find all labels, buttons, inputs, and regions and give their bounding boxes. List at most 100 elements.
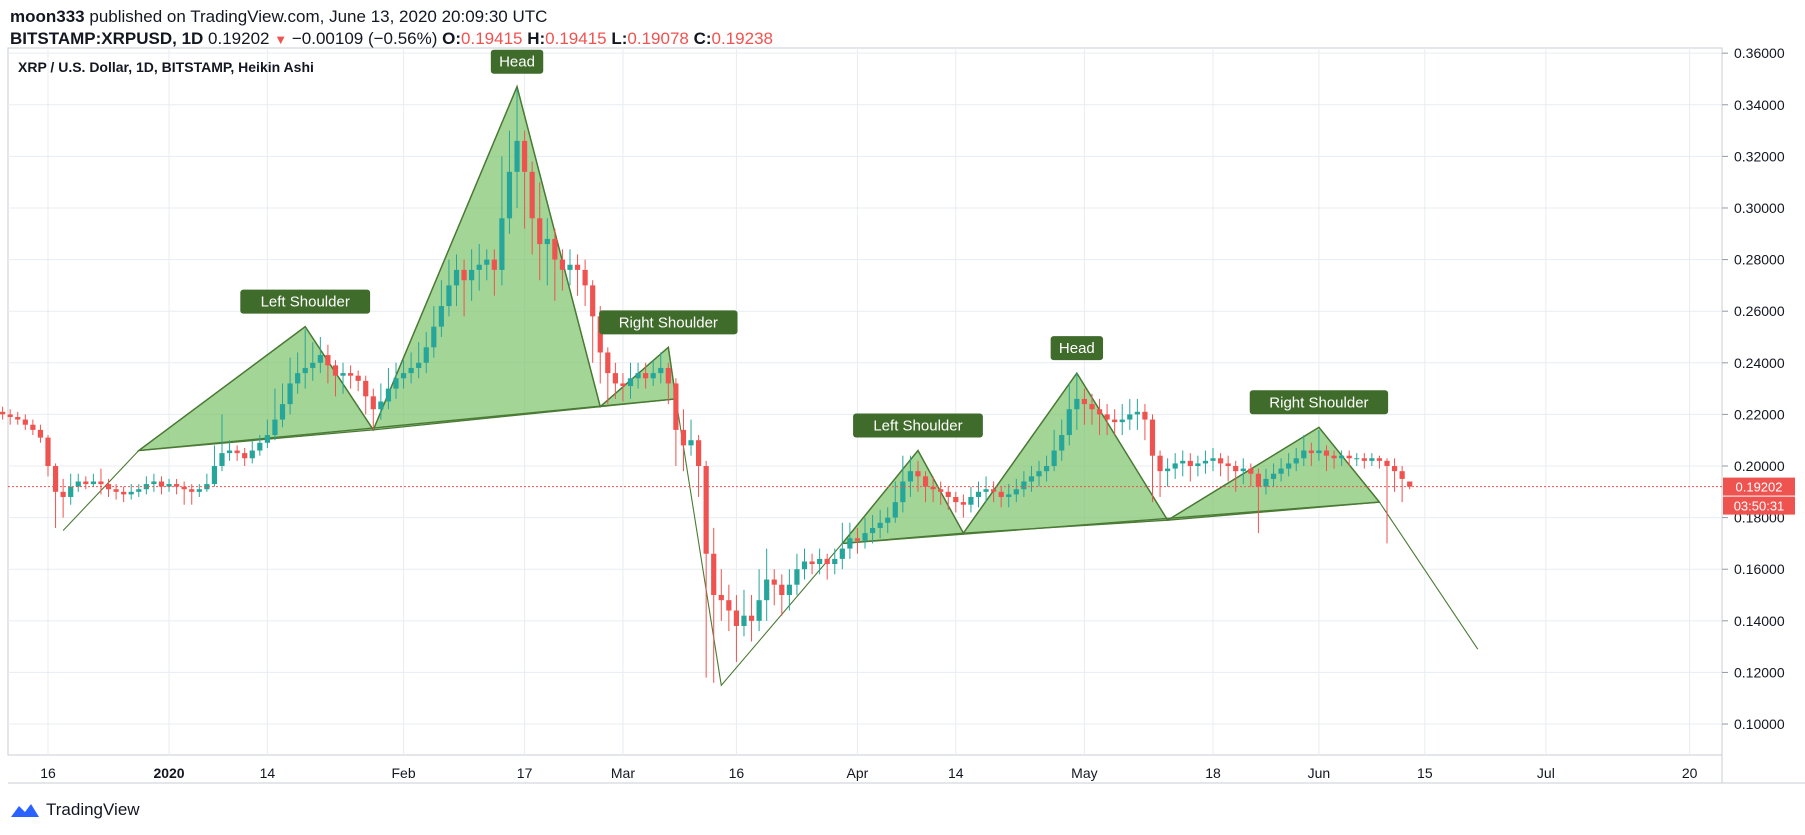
candle — [605, 347, 611, 405]
candle-body — [582, 269, 588, 286]
candle — [1240, 458, 1246, 485]
candle — [907, 455, 914, 497]
candle — [1119, 404, 1125, 436]
candle — [953, 491, 959, 513]
candle — [590, 280, 596, 363]
candle-body — [574, 264, 581, 270]
candle-body — [1308, 450, 1314, 454]
candle-body — [242, 453, 248, 459]
candle — [219, 414, 225, 472]
candle — [340, 362, 346, 394]
candle — [559, 249, 566, 291]
candle — [363, 375, 369, 415]
candle-body — [643, 373, 649, 379]
candle — [612, 362, 618, 399]
candle-body — [1028, 476, 1035, 482]
candle-body — [1074, 398, 1080, 410]
candle — [832, 548, 838, 575]
x-tick-label: Mar — [611, 765, 635, 781]
candle-body — [385, 388, 392, 402]
candle — [847, 522, 853, 559]
candle — [408, 352, 414, 384]
candle — [332, 360, 339, 397]
candle — [249, 440, 255, 464]
candle-body — [15, 416, 21, 420]
candle-body — [597, 316, 603, 353]
trend-line — [675, 398, 843, 687]
candle-body — [234, 450, 240, 454]
candle — [30, 419, 36, 436]
candle-body — [809, 561, 815, 565]
candle — [1217, 453, 1224, 477]
candle-body — [1384, 460, 1390, 467]
candle-body — [620, 383, 626, 387]
last-price: 0.19202 — [208, 29, 270, 48]
candle-body — [1013, 489, 1019, 495]
candle — [257, 435, 263, 456]
candle — [181, 481, 187, 505]
candle — [764, 548, 770, 621]
ohlc-line: BITSTAMP:XRPUSD, 1D 0.19202 ▼ −0.00109 (… — [10, 28, 773, 51]
candle — [521, 130, 528, 229]
candle-body — [1089, 404, 1095, 410]
candle-body — [37, 429, 44, 438]
candle-body — [1323, 450, 1330, 456]
down-triangle-icon: ▼ — [274, 32, 288, 47]
candle — [348, 365, 354, 389]
candle — [166, 478, 172, 492]
candle — [665, 362, 671, 405]
y-tick-label: 0.34000 — [1734, 97, 1785, 113]
pattern-label-bg — [599, 310, 738, 335]
candle-body — [302, 367, 308, 374]
candle-body — [975, 491, 982, 497]
candle — [1399, 466, 1405, 503]
candle-body — [1248, 468, 1254, 474]
candle-body — [204, 484, 210, 490]
candle-body — [136, 489, 142, 492]
candle — [968, 486, 974, 513]
candle — [446, 259, 452, 317]
open-label: O: — [442, 29, 462, 48]
candle — [960, 494, 966, 518]
pattern-outline — [138, 84, 677, 452]
candle-body — [499, 218, 505, 270]
pattern-label: Head — [1050, 336, 1104, 361]
candle — [295, 352, 301, 394]
author-name[interactable]: moon333 — [10, 7, 85, 26]
candle — [658, 352, 664, 384]
candle-body — [885, 517, 891, 523]
candle — [151, 473, 157, 492]
candle-body — [75, 481, 81, 487]
candle — [877, 509, 883, 539]
candle-body — [7, 414, 13, 417]
candle-body — [1316, 450, 1322, 454]
candle-body — [1112, 419, 1118, 423]
tradingview-footer[interactable]: TradingView — [10, 800, 140, 820]
candle — [733, 595, 740, 663]
candle — [1081, 388, 1088, 425]
candle — [1127, 398, 1133, 430]
candle-body — [332, 365, 339, 376]
candle — [196, 484, 202, 497]
candle — [975, 481, 982, 508]
x-tick-label: 18 — [1205, 765, 1221, 781]
candle — [801, 548, 808, 580]
candle — [1006, 484, 1012, 508]
candle-body — [60, 491, 66, 497]
candle-body — [726, 600, 732, 611]
candle — [741, 589, 747, 637]
candle-body — [1286, 463, 1292, 469]
candle-body — [166, 484, 172, 487]
candle — [128, 484, 134, 500]
candle — [0, 406, 6, 420]
candle — [461, 259, 467, 317]
candle — [158, 476, 165, 495]
candle — [582, 259, 588, 307]
candle — [1255, 468, 1261, 534]
candle — [68, 473, 74, 505]
open-value: 0.19415 — [461, 29, 523, 48]
candle — [143, 476, 149, 495]
candle — [673, 378, 679, 467]
candle — [817, 548, 823, 575]
